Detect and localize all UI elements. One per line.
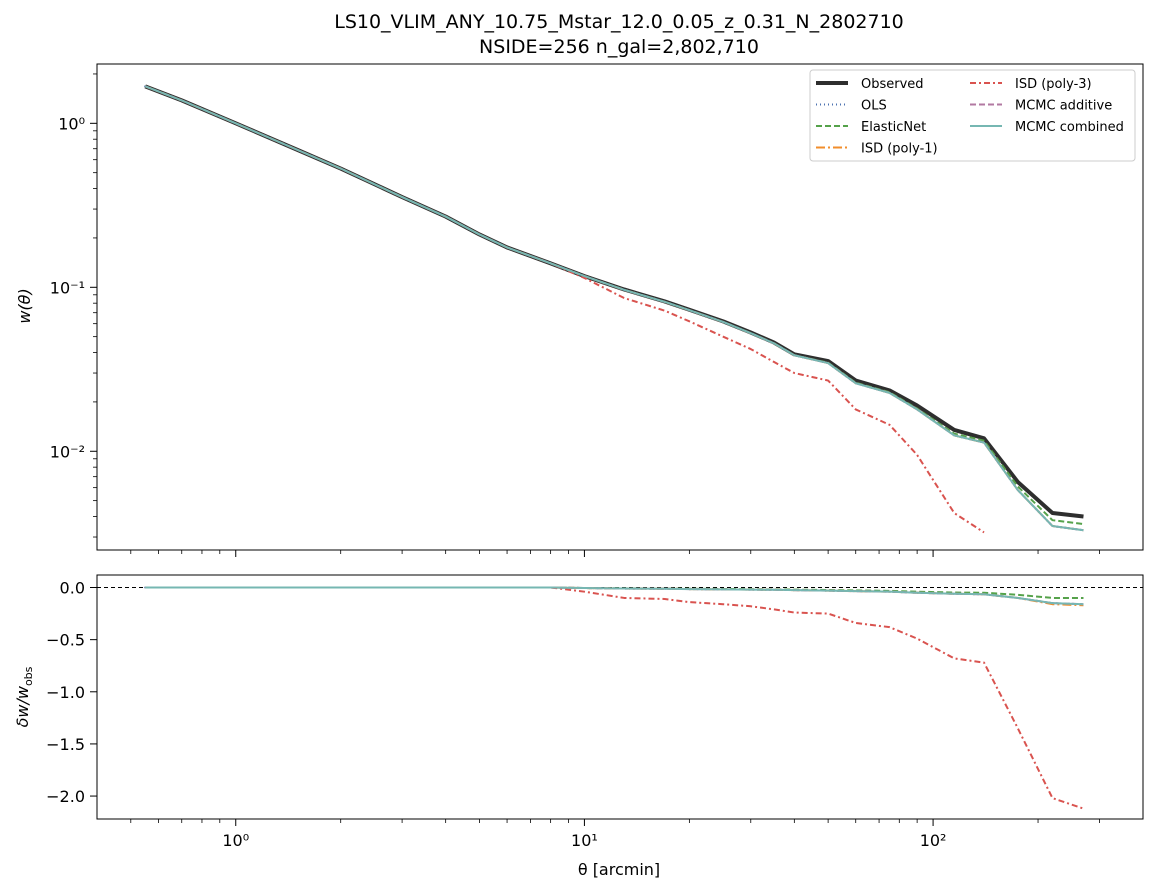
top-frame: [96, 63, 1144, 551]
bottom-xtick-label: 10²: [920, 831, 947, 850]
top-series-mcmc-combined: [144, 85, 1084, 532]
legend-label-elasticnet: ElasticNet: [861, 120, 926, 135]
chart-title: LS10_VLIM_ANY_10.75_Mstar_12.0_0.05_z_0.…: [334, 11, 904, 33]
bottom-ytick-label: −0.5: [46, 631, 85, 650]
legend-frame: [809, 69, 1136, 162]
bottom-panel: 10⁰ 10¹ 10² 0.0 −0.5 −1.0 −1.5 −2.0: [46, 574, 1144, 850]
x-axis-label: θ [arcmin]: [578, 860, 660, 879]
bottom-ytick-label: 0.0: [60, 579, 85, 598]
ylabel-bottom-sub: obs: [22, 666, 35, 686]
top-ytick-label: 10⁻²: [50, 442, 85, 461]
legend-label-isd-poly-3: ISD (poly-3): [1015, 77, 1092, 92]
legend-label-isd-poly-1: ISD (poly-1): [861, 142, 938, 157]
chart-subtitle: NSIDE=256 n_gal=2,802,710: [479, 36, 759, 58]
top-ytick-label: 10⁻¹: [50, 278, 85, 297]
y-axis-label-bottom: δw/wobs: [13, 666, 35, 727]
y-axis-label-top: w(θ): [15, 288, 34, 323]
legend-label-mcmc-combined: MCMC combined: [1015, 120, 1124, 135]
ylabel-bottom-main: δw/w: [13, 685, 32, 727]
top-panel: 10⁻² 10⁻¹ 10⁰: [50, 63, 1144, 557]
bottom-ytick-label: −1.0: [46, 683, 85, 702]
bottom-frame: [96, 574, 1144, 820]
legend-label-ols: OLS: [861, 99, 887, 114]
bottom-ytick-label: −1.5: [46, 735, 85, 754]
bottom-xtick-label: 10⁰: [222, 831, 249, 850]
legend-label-mcmc-additive: MCMC additive: [1015, 99, 1112, 114]
legend: Observed OLS ElasticNet ISD (poly-1) ISD (po…: [809, 69, 1136, 162]
bottom-ytick-label: −2.0: [46, 787, 85, 806]
top-ytick-label: 10⁰: [58, 114, 85, 133]
bottom-series-mcmc-combined: [145, 586, 1084, 606]
bottom-xtick-label: 10¹: [571, 831, 598, 850]
legend-label-observed: Observed: [861, 77, 924, 92]
